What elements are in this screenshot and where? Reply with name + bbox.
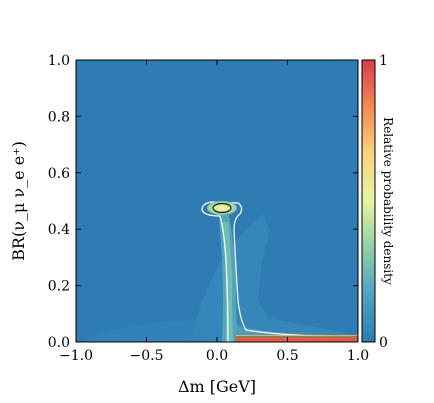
peak-contour (212, 202, 232, 214)
x-tick-label: 1.0 (347, 348, 369, 364)
density-layer (80, 201, 358, 342)
bottom-edge-strip-glow (236, 335, 358, 338)
x-tick-label: −1.0 (59, 348, 93, 364)
bottom-edge-strip (236, 338, 358, 342)
y-tick-label: 0.2 (48, 279, 70, 295)
y-tick-label: 0.4 (48, 222, 70, 238)
y-axis-label: BR(ν_μ ν_e e⁺) (9, 141, 28, 261)
colorbar (361, 59, 376, 343)
x-axis-label: Δm [GeV] (178, 377, 256, 396)
colorbar-label: Relative probability density (381, 117, 395, 285)
x-tick-label: −0.5 (130, 348, 164, 364)
colorbar-min-label: 0 (379, 335, 388, 351)
x-tick-label: 0.0 (206, 348, 228, 364)
y-tick-label: 1.0 (48, 53, 70, 69)
x-axis: −1.0 −0.5 0.0 0.5 1.0 (59, 60, 369, 364)
density-halo-left (80, 320, 230, 342)
y-tick-label: 0.0 (48, 335, 70, 351)
y-tick-label: 0.8 (48, 109, 70, 125)
colorbar-max-label: 1 (379, 53, 388, 69)
outer-contour (201, 201, 358, 342)
y-axis: 0.0 0.2 0.4 0.6 0.8 1.0 (48, 53, 358, 351)
peak-blob (207, 201, 237, 215)
x-tick-label: 0.5 (276, 348, 298, 364)
y-tick-label: 0.6 (48, 166, 70, 182)
